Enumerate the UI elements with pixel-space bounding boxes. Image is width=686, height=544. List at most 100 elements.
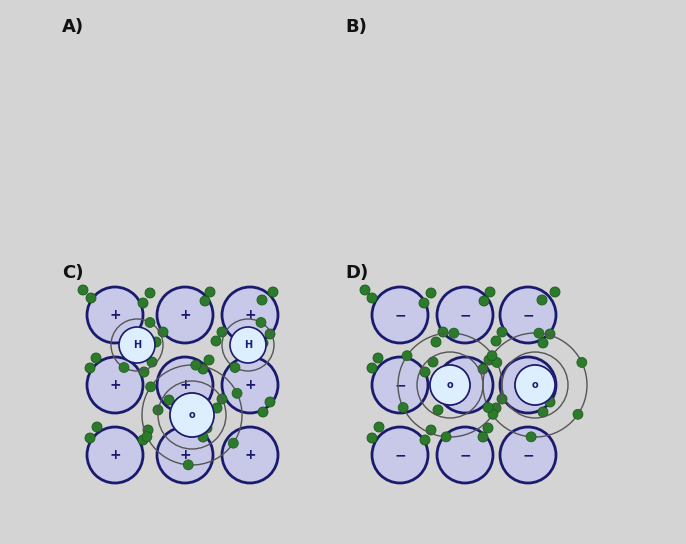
Circle shape xyxy=(145,382,156,392)
Circle shape xyxy=(139,367,149,377)
Circle shape xyxy=(257,295,267,305)
Circle shape xyxy=(420,435,430,445)
Circle shape xyxy=(157,427,213,483)
Circle shape xyxy=(119,327,155,363)
Circle shape xyxy=(151,337,161,347)
Circle shape xyxy=(205,287,215,297)
Circle shape xyxy=(538,338,548,348)
Circle shape xyxy=(437,287,493,343)
Text: −: − xyxy=(394,308,406,322)
Circle shape xyxy=(265,397,275,407)
Circle shape xyxy=(268,287,278,297)
Circle shape xyxy=(119,362,129,373)
Circle shape xyxy=(256,318,266,327)
Circle shape xyxy=(367,293,377,303)
Circle shape xyxy=(222,427,278,483)
Text: −: − xyxy=(394,378,406,392)
Circle shape xyxy=(204,355,214,365)
Circle shape xyxy=(217,327,227,337)
Circle shape xyxy=(86,293,96,303)
Circle shape xyxy=(491,336,501,346)
Circle shape xyxy=(202,423,212,433)
Circle shape xyxy=(497,327,507,337)
Circle shape xyxy=(545,329,555,339)
Circle shape xyxy=(441,432,451,442)
Circle shape xyxy=(492,357,502,367)
Circle shape xyxy=(426,425,436,435)
Circle shape xyxy=(153,405,163,415)
Circle shape xyxy=(87,427,143,483)
Text: o: o xyxy=(532,380,539,390)
Circle shape xyxy=(373,353,383,363)
Circle shape xyxy=(515,365,555,405)
Circle shape xyxy=(230,327,266,363)
Circle shape xyxy=(538,407,548,417)
Circle shape xyxy=(577,357,587,367)
Circle shape xyxy=(402,351,412,361)
Circle shape xyxy=(211,336,221,346)
Circle shape xyxy=(537,295,547,305)
Circle shape xyxy=(228,438,238,448)
Circle shape xyxy=(372,427,428,483)
Circle shape xyxy=(198,364,208,374)
Text: +: + xyxy=(244,308,256,322)
Circle shape xyxy=(545,397,555,407)
Text: H: H xyxy=(244,340,252,350)
Circle shape xyxy=(232,388,242,398)
Text: −: − xyxy=(522,448,534,462)
Circle shape xyxy=(478,364,488,374)
Circle shape xyxy=(183,460,193,470)
Text: −: − xyxy=(394,448,406,462)
Circle shape xyxy=(437,357,493,413)
Text: B): B) xyxy=(345,18,367,36)
Circle shape xyxy=(85,363,95,373)
Circle shape xyxy=(158,327,168,337)
Text: +: + xyxy=(109,378,121,392)
Circle shape xyxy=(138,435,148,445)
Text: o: o xyxy=(447,380,453,390)
Text: −: − xyxy=(522,378,534,392)
Text: D): D) xyxy=(345,264,368,282)
Circle shape xyxy=(428,357,438,367)
Circle shape xyxy=(484,355,494,365)
Circle shape xyxy=(431,337,441,347)
Text: +: + xyxy=(179,308,191,322)
Circle shape xyxy=(92,422,102,432)
Circle shape xyxy=(78,285,88,295)
Circle shape xyxy=(367,363,377,373)
Circle shape xyxy=(438,327,448,337)
Text: +: + xyxy=(179,448,191,462)
Circle shape xyxy=(485,287,495,297)
Circle shape xyxy=(157,287,213,343)
Text: +: + xyxy=(109,308,121,322)
Text: +: + xyxy=(109,448,121,462)
Circle shape xyxy=(142,432,152,442)
Circle shape xyxy=(191,360,201,370)
Circle shape xyxy=(426,288,436,298)
Circle shape xyxy=(91,353,101,363)
Circle shape xyxy=(217,394,227,404)
Text: +: + xyxy=(244,378,256,392)
Circle shape xyxy=(478,432,488,442)
Text: H: H xyxy=(133,340,141,350)
Circle shape xyxy=(419,298,429,308)
Circle shape xyxy=(147,357,157,367)
Text: −: − xyxy=(459,378,471,392)
Circle shape xyxy=(265,329,275,339)
Circle shape xyxy=(443,395,453,405)
Circle shape xyxy=(488,409,498,419)
Circle shape xyxy=(483,423,493,433)
Circle shape xyxy=(230,362,240,373)
Circle shape xyxy=(87,287,143,343)
Text: −: − xyxy=(459,308,471,322)
Circle shape xyxy=(145,288,155,298)
Circle shape xyxy=(437,427,493,483)
Circle shape xyxy=(420,367,430,377)
Circle shape xyxy=(212,403,222,413)
Circle shape xyxy=(374,422,384,432)
Circle shape xyxy=(487,351,497,361)
Text: −: − xyxy=(459,448,471,462)
Circle shape xyxy=(491,403,501,413)
Text: +: + xyxy=(244,448,256,462)
Circle shape xyxy=(360,285,370,295)
